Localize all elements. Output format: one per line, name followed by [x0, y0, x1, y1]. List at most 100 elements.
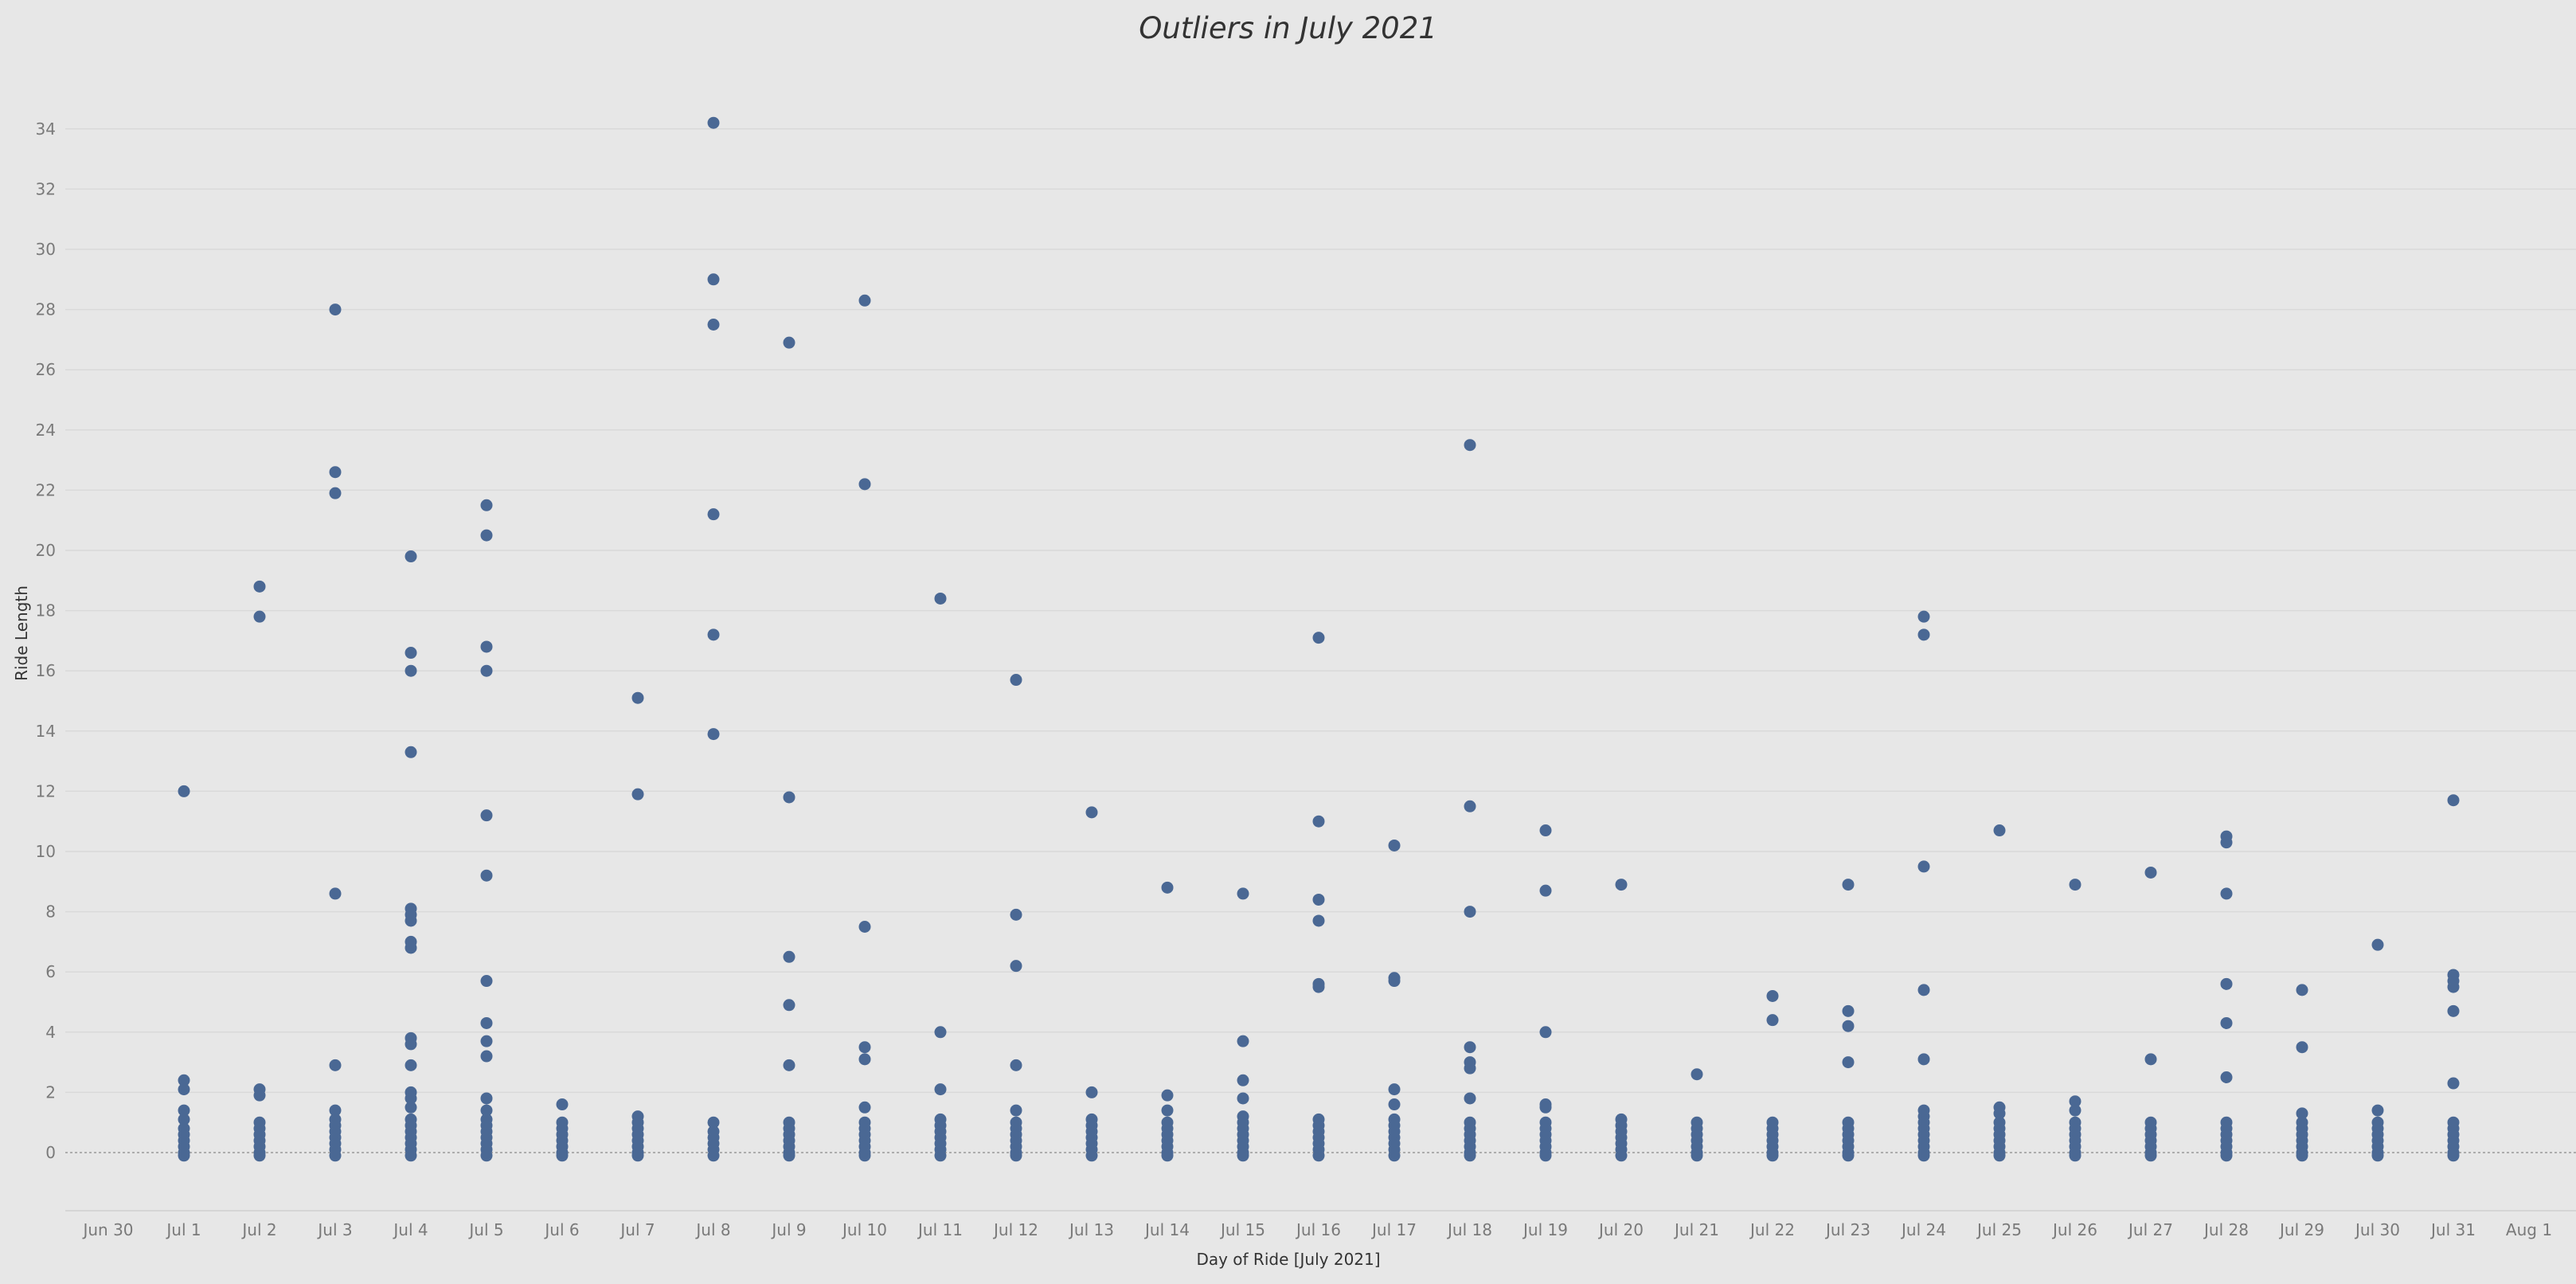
data-point[interactable]	[329, 1104, 342, 1117]
data-point[interactable]	[707, 319, 720, 331]
data-point[interactable]	[405, 1101, 417, 1114]
data-point[interactable]	[1388, 1083, 1401, 1096]
data-point[interactable]	[2447, 1004, 2460, 1017]
data-point[interactable]	[480, 499, 493, 511]
data-point[interactable]	[405, 1059, 417, 1071]
data-point[interactable]	[1237, 1149, 1249, 1162]
data-point[interactable]	[707, 1116, 720, 1129]
data-point[interactable]	[2144, 1149, 2157, 1162]
data-point[interactable]	[2447, 1149, 2460, 1162]
data-point[interactable]	[1539, 1149, 1552, 1162]
data-point[interactable]	[2371, 938, 2384, 951]
data-point[interactable]	[2296, 1041, 2308, 1054]
data-point[interactable]	[1085, 806, 1098, 819]
data-point[interactable]	[783, 1149, 795, 1162]
data-point[interactable]	[2220, 887, 2233, 900]
data-point[interactable]	[1312, 1149, 1325, 1162]
data-point[interactable]	[858, 1053, 871, 1066]
data-point[interactable]	[2447, 981, 2460, 993]
data-point[interactable]	[1539, 824, 1552, 837]
data-point[interactable]	[2447, 794, 2460, 807]
data-point[interactable]	[2069, 1149, 2082, 1162]
data-point[interactable]	[2069, 1095, 2082, 1108]
data-point[interactable]	[1464, 800, 1476, 812]
data-point[interactable]	[707, 728, 720, 741]
data-point[interactable]	[2220, 1071, 2233, 1083]
data-point[interactable]	[480, 640, 493, 653]
data-point[interactable]	[1237, 1074, 1249, 1086]
data-point[interactable]	[405, 1038, 417, 1051]
data-point[interactable]	[2371, 1104, 2384, 1117]
data-point[interactable]	[178, 1149, 190, 1162]
data-point[interactable]	[2069, 1104, 2082, 1117]
data-point[interactable]	[858, 478, 871, 491]
data-point[interactable]	[1010, 674, 1022, 687]
data-point[interactable]	[480, 975, 493, 988]
data-point[interactable]	[1388, 839, 1401, 851]
data-point[interactable]	[480, 1092, 493, 1105]
data-point[interactable]	[1312, 632, 1325, 644]
data-point[interactable]	[1010, 1149, 1022, 1162]
data-point[interactable]	[1539, 1101, 1552, 1114]
data-point[interactable]	[1917, 984, 1930, 996]
data-point[interactable]	[2144, 1053, 2157, 1066]
data-point[interactable]	[1161, 881, 1174, 894]
data-point[interactable]	[934, 592, 947, 605]
data-point[interactable]	[1085, 1149, 1098, 1162]
data-point[interactable]	[480, 1035, 493, 1047]
data-point[interactable]	[1766, 1149, 1779, 1162]
data-point[interactable]	[1691, 1068, 1703, 1081]
data-point[interactable]	[1917, 628, 1930, 641]
data-point[interactable]	[631, 691, 644, 704]
data-point[interactable]	[1917, 610, 1930, 623]
data-point[interactable]	[2220, 1149, 2233, 1162]
data-point[interactable]	[1010, 1059, 1022, 1071]
data-point[interactable]	[556, 1098, 569, 1111]
data-point[interactable]	[405, 1092, 417, 1105]
data-point[interactable]	[329, 1149, 342, 1162]
data-point[interactable]	[707, 116, 720, 129]
data-point[interactable]	[178, 1113, 190, 1125]
data-point[interactable]	[480, 664, 493, 677]
data-point[interactable]	[405, 664, 417, 677]
data-point[interactable]	[1464, 1092, 1476, 1105]
data-point[interactable]	[1161, 1104, 1174, 1117]
data-point[interactable]	[858, 294, 871, 307]
data-point[interactable]	[253, 1089, 266, 1102]
data-point[interactable]	[1615, 1149, 1628, 1162]
data-point[interactable]	[1993, 1107, 2006, 1120]
data-point[interactable]	[1842, 1056, 1855, 1069]
data-point[interactable]	[934, 1083, 947, 1096]
data-point[interactable]	[253, 580, 266, 593]
data-point[interactable]	[1766, 1014, 1779, 1027]
data-point[interactable]	[1312, 893, 1325, 906]
data-point[interactable]	[405, 647, 417, 660]
data-point[interactable]	[783, 1059, 795, 1071]
data-point[interactable]	[2447, 1077, 2460, 1090]
data-point[interactable]	[1010, 908, 1022, 921]
data-point[interactable]	[1842, 1149, 1855, 1162]
data-point[interactable]	[1917, 1053, 1930, 1066]
data-point[interactable]	[1464, 439, 1476, 452]
data-point[interactable]	[1237, 887, 1249, 900]
data-point[interactable]	[480, 869, 493, 882]
data-point[interactable]	[1010, 960, 1022, 973]
data-point[interactable]	[631, 1149, 644, 1162]
data-point[interactable]	[1615, 879, 1628, 891]
data-point[interactable]	[2144, 866, 2157, 879]
data-point[interactable]	[480, 1016, 493, 1029]
data-point[interactable]	[707, 628, 720, 641]
data-point[interactable]	[405, 746, 417, 758]
data-point[interactable]	[934, 1026, 947, 1039]
data-point[interactable]	[1161, 1089, 1174, 1102]
data-point[interactable]	[178, 1074, 190, 1086]
data-point[interactable]	[253, 1149, 266, 1162]
data-point[interactable]	[1237, 1092, 1249, 1105]
data-point[interactable]	[329, 1059, 342, 1071]
data-point[interactable]	[329, 303, 342, 316]
data-point[interactable]	[1388, 1149, 1401, 1162]
data-point[interactable]	[707, 273, 720, 286]
data-point[interactable]	[2371, 1149, 2384, 1162]
data-point[interactable]	[1312, 815, 1325, 828]
data-point[interactable]	[253, 610, 266, 623]
